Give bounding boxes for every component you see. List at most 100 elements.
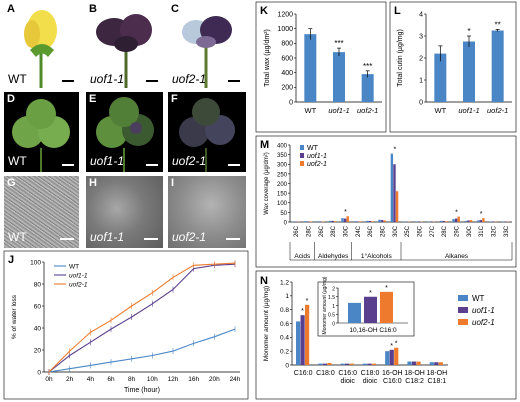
scale-bar: [226, 238, 240, 240]
bar-uof1-1: [463, 41, 475, 102]
flower-uof1-image: [96, 14, 152, 88]
bar-26C-uof1-1: [417, 221, 421, 222]
y-axis-label: Monomer amount (µg/mg): [322, 276, 328, 334]
x-tick-label: dioic: [341, 378, 356, 385]
legend-swatch: [458, 307, 468, 313]
y-tick-label: 2: [419, 55, 423, 62]
y-tick-label: 0: [37, 369, 41, 376]
photo-panel-C: C uof2-1: [168, 2, 246, 88]
bar-C16:0-uof2-1: [305, 304, 310, 365]
bar-uof2-1: [361, 74, 374, 102]
y-tick-label: 40: [34, 325, 42, 332]
bar-30C-uof1-1: [343, 218, 347, 222]
photo-panel-E: E uof1-1: [86, 92, 163, 172]
bar-28C-WT: [378, 219, 381, 222]
photo-panel-D: D WT: [4, 92, 79, 172]
y-tick-label: 50: [280, 211, 287, 217]
panel-J-frame: [3, 250, 249, 400]
bar-26C-uof1-1: [368, 221, 371, 222]
leaf-wt-image: [12, 99, 70, 172]
group-label: Aldehydes: [318, 253, 349, 260]
bar-24C-uof1-1: [356, 221, 359, 222]
bar-C16:0 dioic-uof2-1: [349, 363, 354, 365]
y-tick-label: 60: [34, 303, 42, 310]
x-tick-label: 26C: [319, 225, 325, 237]
y-tick-label: 4: [419, 11, 423, 18]
y-tick-label: 3: [419, 33, 423, 40]
photo-panel-B: B uof1-1: [86, 2, 163, 88]
bar-18-OH C18:2-uof2-1: [416, 361, 421, 365]
x-tick-label: C16:0: [383, 378, 402, 385]
bar-uof2-1: [491, 30, 504, 102]
x-tick-label: 10h: [147, 376, 158, 383]
x-tick-label: uof2-1: [357, 106, 378, 115]
x-tick-label: C16:0: [294, 370, 313, 377]
y-tick-label: 250: [277, 172, 288, 178]
bar-28C-uof2-1: [309, 221, 312, 222]
series-line-WT: [48, 328, 236, 373]
panel-letter: B: [89, 3, 97, 15]
significance-mark: *: [467, 27, 470, 36]
y-tick-label: 200: [277, 182, 288, 188]
x-tick-label: 6h: [107, 376, 115, 383]
significance-mark: *: [385, 285, 388, 292]
bar-18-OH C18:1-WT: [429, 362, 434, 365]
significance-mark: **: [495, 20, 501, 29]
panel-L-frame: [389, 1, 517, 133]
group-label: 1°Alcohols: [361, 252, 393, 260]
bar-28C-WT: [440, 220, 443, 222]
y-axis-label: Total wax (µg/dm²): [264, 29, 271, 87]
panel-letter: K: [260, 5, 268, 17]
bar-32C-WT: [489, 221, 492, 222]
y-tick-label: 200: [281, 85, 293, 92]
legend-swatch: [458, 319, 468, 325]
panel-letter: I: [171, 177, 175, 189]
y-tick-label: 100: [30, 259, 41, 266]
genotype-label: WT: [8, 154, 27, 168]
y-tick-label: 1: [419, 77, 423, 84]
bar-24C-WT: [353, 221, 357, 222]
x-tick-label: uof1-1: [328, 106, 349, 115]
bar-28C-uof1-1: [331, 220, 334, 222]
x-tick-label: 30C: [344, 225, 350, 237]
panel-letter: C: [171, 3, 179, 15]
inset-bar-WT: [348, 302, 361, 323]
genotype-label: WT: [8, 72, 27, 86]
y-tick-label: 0.5: [328, 313, 335, 319]
x-tick-label: WT: [304, 106, 316, 115]
y-tick-label: 100: [277, 201, 288, 207]
bar-30C-uof2-1: [395, 191, 399, 222]
x-tick-label: 16-OH: [382, 370, 403, 377]
legend-swatch: [458, 295, 468, 301]
x-tick-label: 33C: [504, 225, 510, 237]
bar-WT: [304, 34, 317, 102]
bar-31C-uof2-1: [482, 218, 485, 222]
y-tick-label: 0: [285, 362, 289, 369]
inset-x-label: 10,16-OH C16:0: [349, 327, 397, 334]
bar-29C-uof1-1: [454, 218, 458, 222]
y-tick-label: 1: [332, 304, 335, 310]
bar-28C-uof2-1: [445, 221, 448, 222]
panel-K-frame: [255, 1, 387, 133]
legend-label: uof2-1: [307, 161, 327, 168]
x-axis-label: Time (hour): [124, 387, 160, 394]
panel-letter: H: [89, 177, 97, 189]
x-tick-label: 24h: [230, 376, 241, 383]
bar-C18:0 dioic-WT: [362, 363, 368, 365]
y-tick-label: 1.2: [280, 279, 289, 286]
significance-mark: *: [344, 209, 347, 216]
y-tick-label: 0: [332, 321, 335, 327]
x-tick-label: 18-OH: [404, 370, 425, 377]
genotype-label: uof1-1: [90, 154, 125, 168]
photo-panel-A: A WT: [4, 2, 79, 88]
genotype-label: uof2-1: [172, 230, 207, 244]
x-tick-label: 32C: [492, 225, 498, 237]
x-tick-label: dioic: [363, 378, 378, 385]
y-tick-label: 600: [281, 55, 293, 62]
x-tick-label: 31C: [479, 225, 485, 237]
scale-bar: [146, 80, 158, 82]
panel-letter: D: [7, 93, 15, 105]
photo-panel-I: I uof2-1: [168, 176, 246, 248]
scale-bar: [228, 80, 240, 82]
y-tick-label: 80: [34, 281, 42, 288]
